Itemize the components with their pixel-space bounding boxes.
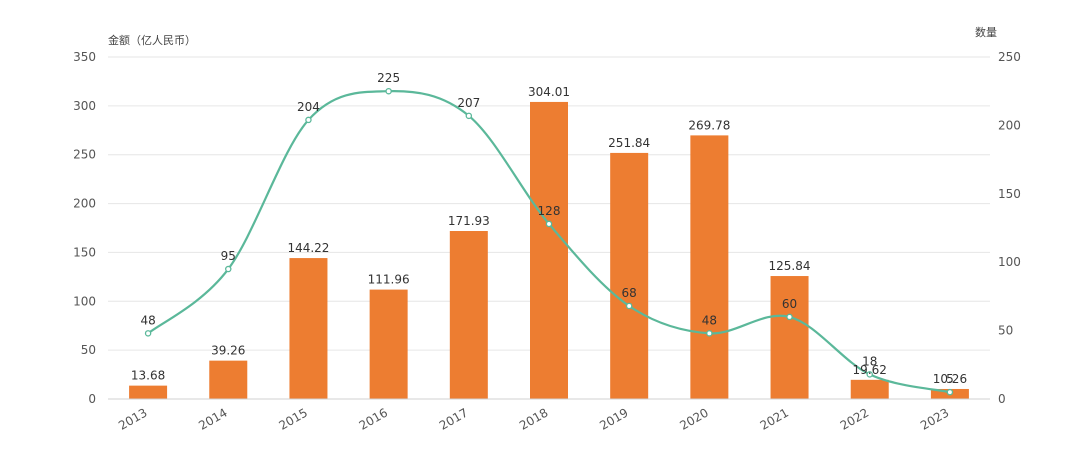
line-point: [465, 112, 473, 120]
line-point: [225, 265, 232, 273]
line-point: [385, 87, 392, 95]
line-value-label: 5: [946, 372, 954, 386]
bar: [530, 101, 568, 400]
line-value-label: 207: [457, 96, 480, 110]
bar-value-label: 251.84: [608, 136, 650, 150]
x-tick-label: 2016: [357, 405, 390, 432]
x-tick-label: 2019: [597, 405, 630, 432]
y-right-tick-label: 0: [998, 392, 1006, 406]
line-value-label: 204: [297, 100, 320, 114]
bar: [369, 289, 408, 399]
bar-value-label: 171.93: [448, 214, 490, 228]
line-value-label: 68: [622, 286, 637, 300]
y-right-tick-label: 250: [998, 50, 1021, 64]
bar: [449, 230, 488, 399]
y-left-tick-label: 0: [88, 392, 96, 406]
x-tick-label: 2022: [838, 405, 871, 432]
bar-value-label: 125.84: [769, 259, 811, 273]
y-left-tick-label: 350: [73, 50, 96, 64]
line-value-label: 95: [221, 249, 236, 263]
line-value-label: 225: [377, 71, 400, 85]
bar: [610, 152, 649, 399]
line-point: [946, 388, 954, 396]
bar: [129, 385, 168, 399]
line-value-label: 60: [782, 297, 797, 311]
bar-value-label: 144.22: [287, 241, 329, 255]
line-point: [706, 330, 713, 337]
x-tick-label: 2023: [918, 405, 951, 432]
y-right-tick-label: 150: [998, 187, 1021, 201]
y-left-tick-label: 50: [81, 343, 96, 357]
bar: [289, 258, 328, 399]
line-value-label: 48: [702, 313, 717, 327]
bar: [850, 379, 889, 399]
y-axis-right-title: 数量: [975, 26, 997, 39]
bar-value-label: 19.62: [853, 363, 887, 377]
x-tick-label: 2014: [196, 405, 229, 432]
y-right-tick-label: 200: [998, 118, 1021, 132]
line-point: [866, 371, 873, 378]
y-left-tick-label: 100: [73, 294, 96, 308]
x-tick-label: 2017: [437, 405, 470, 432]
bar-series: [129, 101, 969, 400]
bar: [770, 276, 809, 399]
y-left-tick-label: 300: [73, 99, 96, 113]
line-value-label: 18: [862, 354, 877, 368]
line-series: [144, 87, 954, 396]
line-value-label: 48: [140, 313, 155, 327]
bar-value-label: 39.26: [211, 344, 245, 358]
data-labels: 13.68 39.26 144.22 111.96 171.93 304.01 251.84…: [131, 71, 967, 386]
bar-value-label: 111.96: [368, 273, 410, 287]
bar-value-label: 13.68: [131, 369, 165, 383]
y-right-tick-label: 100: [998, 255, 1021, 269]
y-axis-left-title: 金额（亿人民币）: [108, 33, 196, 47]
bar: [690, 135, 729, 399]
x-tick-label: 2013: [116, 405, 149, 432]
x-tick-label: 2018: [517, 405, 550, 432]
x-tick-label: 2021: [758, 405, 791, 432]
y-left-tick-label: 150: [73, 245, 96, 259]
x-tick-label: 2015: [277, 405, 310, 432]
y-right-tick-label: 50: [998, 324, 1013, 338]
bar: [209, 360, 248, 399]
count-line: [147, 90, 951, 394]
line-point: [305, 116, 312, 124]
y-left-tick-label: 250: [73, 148, 96, 162]
line-point: [786, 313, 793, 321]
line-point: [144, 330, 152, 337]
bar-value-label: 10.26: [933, 372, 967, 386]
y-left-tick-label: 200: [73, 197, 96, 211]
bar-value-label: 304.01: [528, 85, 570, 99]
line-point: [625, 302, 633, 310]
bar-value-label: 269.78: [688, 118, 730, 132]
line-value-label: 128: [538, 204, 561, 218]
line-point: [545, 220, 553, 228]
x-tick-label: 2020: [677, 405, 710, 432]
